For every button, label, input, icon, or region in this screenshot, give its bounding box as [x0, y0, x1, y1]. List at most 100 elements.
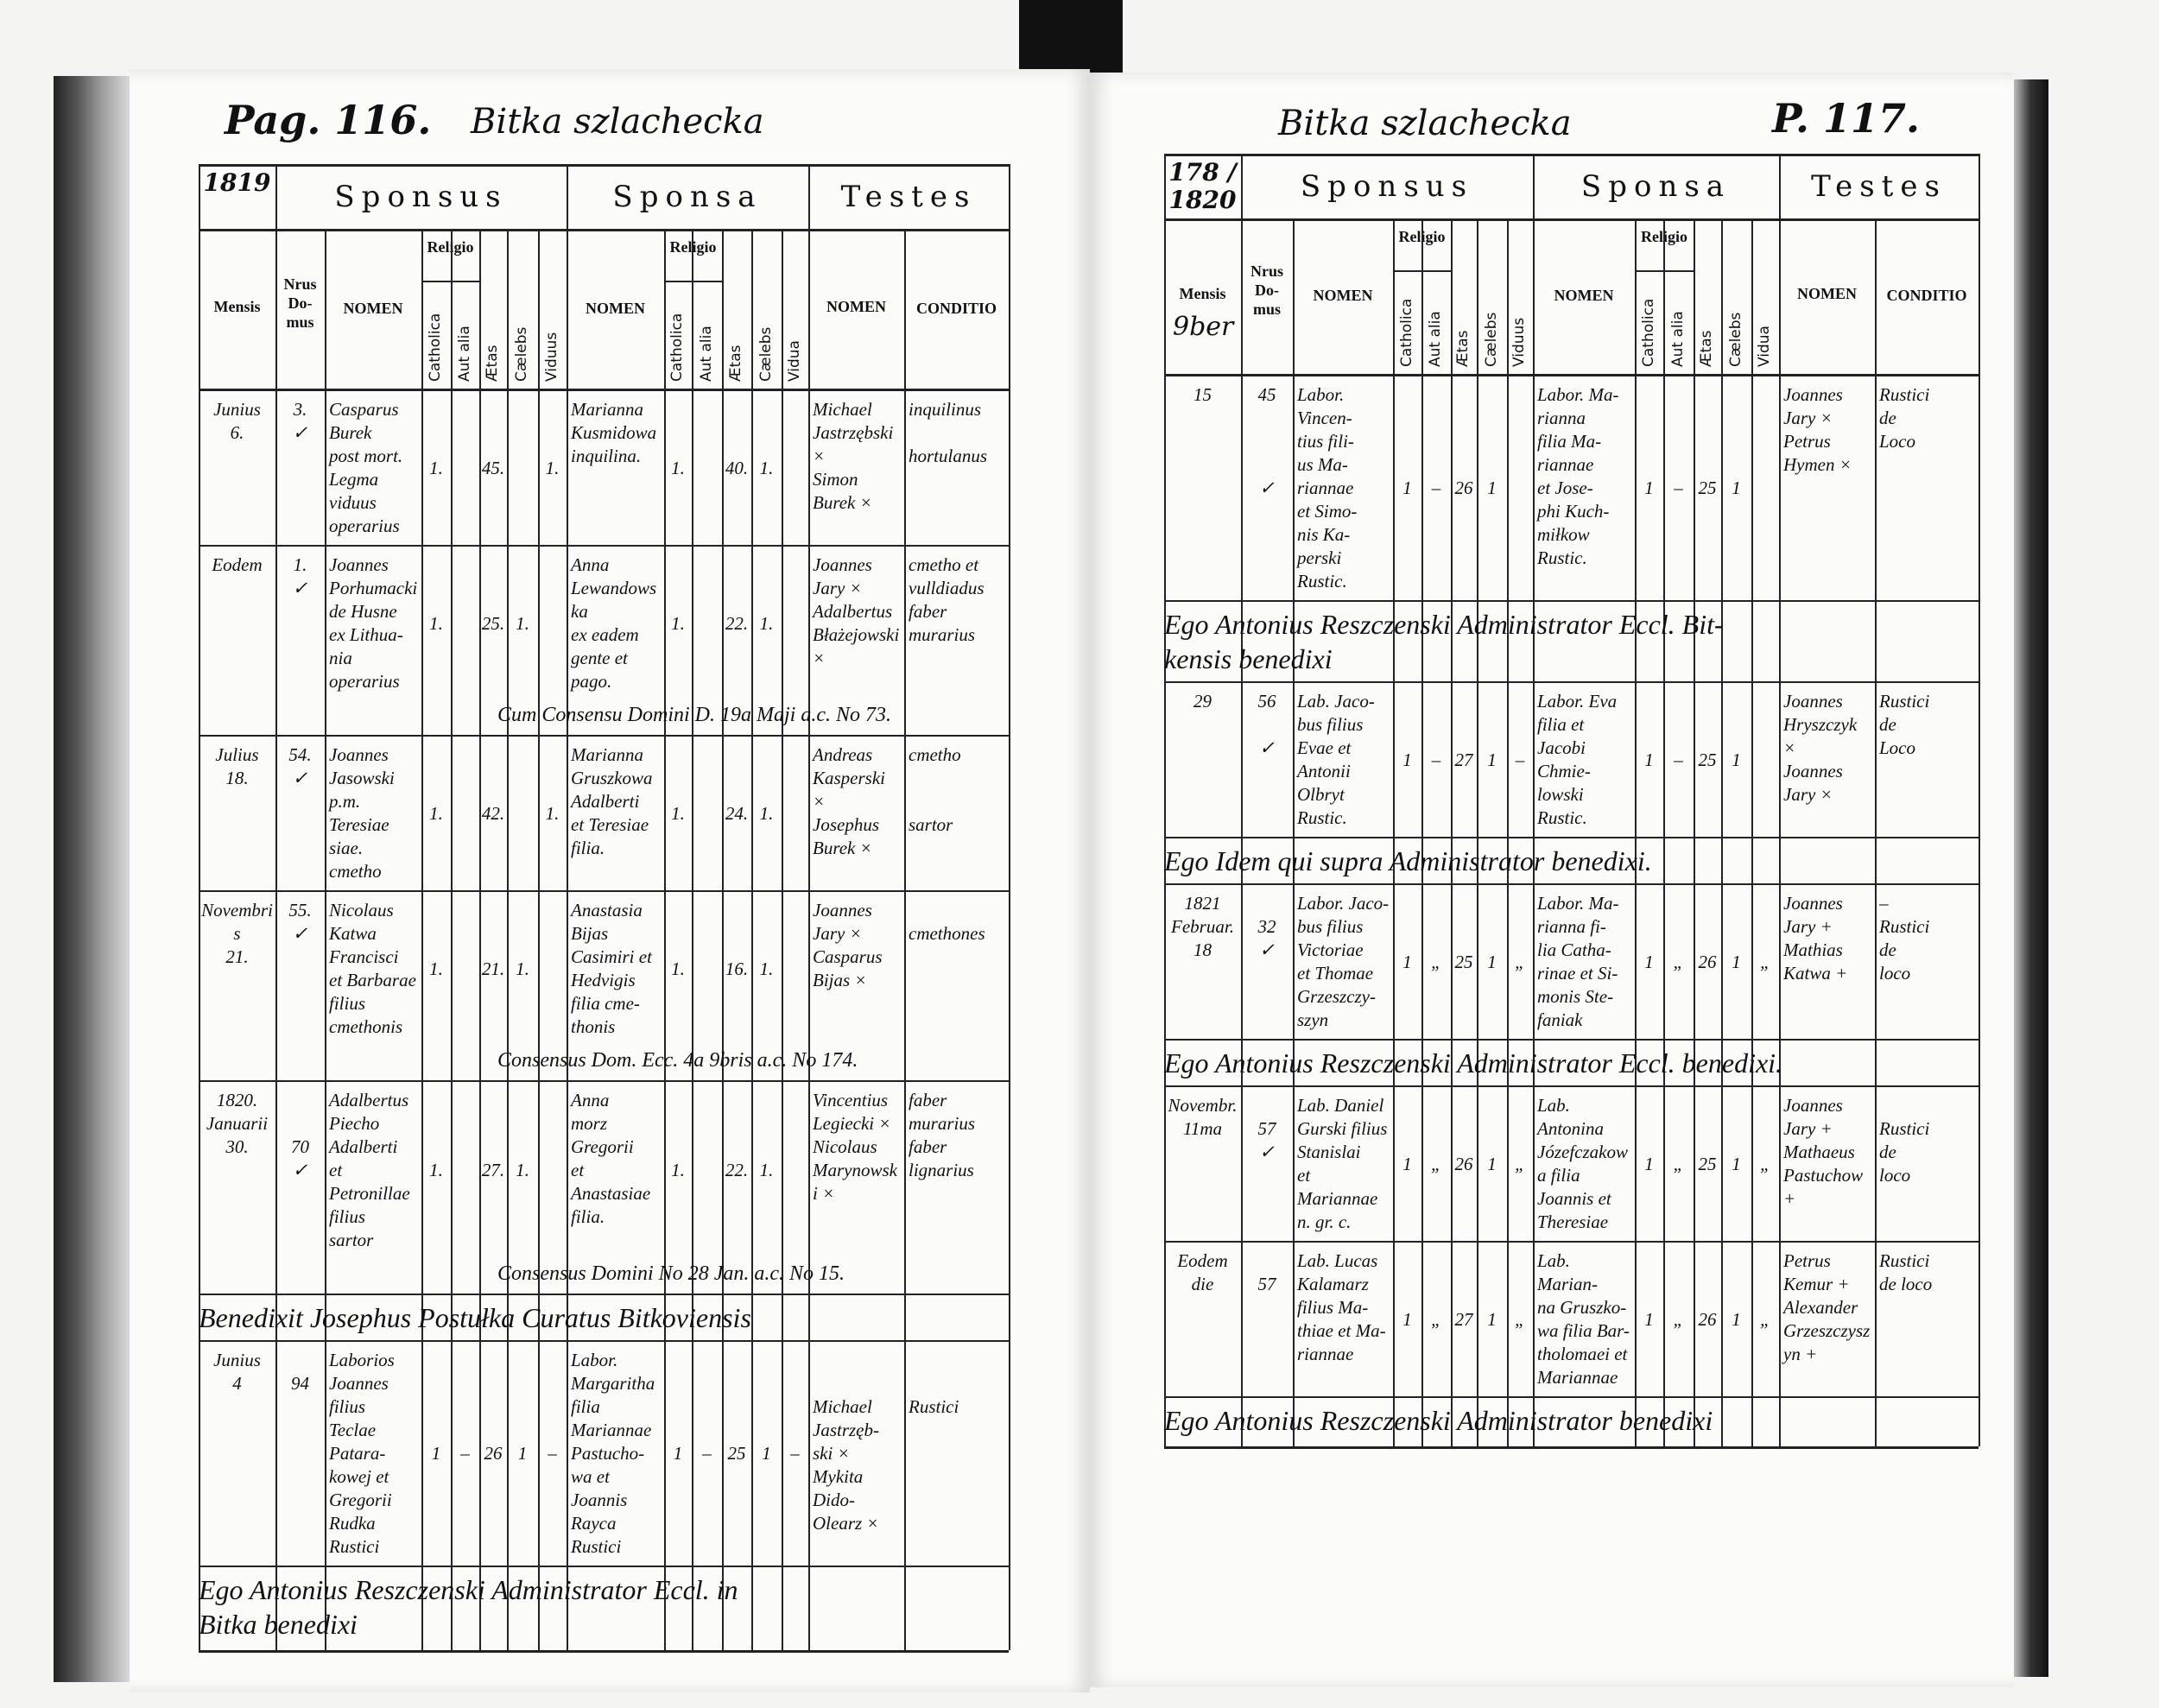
entry-domus: 57: [1241, 1241, 1293, 1396]
entry-sponsa-nomen: Lab. Antonina Józefczakowa filia Joannis…: [1533, 1085, 1635, 1241]
entry-sponsus-catholica-cell: 1: [1393, 681, 1421, 837]
entry-sponsa-caelebs: 1: [1732, 478, 1741, 498]
header-aut-alia: Aut alia: [455, 326, 473, 382]
entry-sponsa-aetas-cell: 26: [1694, 1241, 1721, 1396]
column-rule: [751, 229, 753, 1650]
entry-sponsa-caelebs: 1.: [759, 958, 774, 979]
entry-sponsus-nomen: Casparus Burek post mort. Legma viduus o…: [329, 399, 403, 536]
entry-sponsus-aut-alia: „: [1431, 951, 1441, 972]
table-rule: [1164, 1446, 1979, 1449]
entry-sponsa-aetas: 25: [727, 1443, 746, 1464]
entry-sponsus-viduus: 1.: [545, 457, 560, 478]
entry-sponsa-vidua: „: [1760, 1308, 1770, 1330]
entry-sponsa-catholica-cell: 1: [1635, 1241, 1663, 1396]
entry-sponsa-catholica-cell: 1.: [664, 391, 692, 545]
header-sponsus: Sponsus: [1300, 169, 1474, 204]
column-rule: [722, 229, 724, 1650]
entry-sponsus-aetas-cell: 45.: [479, 391, 507, 545]
entry-sponsa-aut-alia-cell: [692, 890, 722, 1046]
entry-sponsus-catholica: 1: [431, 1443, 441, 1464]
entry-testes-nomen: Joannes Jary + Mathias Katwa +: [1779, 883, 1875, 1039]
entry-domus: 54. ✓: [275, 735, 325, 890]
entry-sponsus-viduus-cell: „: [1507, 1241, 1533, 1396]
entry-mensis: 15: [1193, 384, 1212, 405]
entry-sponsa-caelebs-cell: 1: [1721, 376, 1751, 600]
entry-sponsus-aut-alia: „: [1431, 1308, 1441, 1330]
entry-mensis: Eodem: [199, 545, 275, 700]
entry-testes-nomen: Joannes Jary × Casparus Bijas ×: [808, 890, 904, 1046]
column-rule: [199, 164, 200, 1650]
entry-sponsus-viduus-cell: [538, 1080, 567, 1259]
header-aut-alia: Aut alia: [697, 326, 715, 382]
entry-sponsus-aetas: 25: [1454, 951, 1473, 972]
closing-statement: Ego Antonius Reszczenski Administrator E…: [199, 1566, 1009, 1647]
entry-sponsus-aetas-cell: 27: [1451, 1241, 1477, 1396]
column-rule: [1009, 164, 1010, 1650]
entry-sponsa-catholica: 1: [673, 1443, 683, 1464]
entry-sponsa-aetas: 25: [1698, 749, 1717, 770]
entry-testes-nomen: Michael Jastrzębski × Simon Burek ×: [813, 399, 894, 513]
entry-sponsa-aut-alia-cell: „: [1663, 1241, 1694, 1396]
entry-sponsus-viduus-cell: –: [538, 1340, 567, 1566]
header-catholica: Catholica: [1639, 298, 1657, 367]
entry-sponsus-viduus: –: [1515, 749, 1525, 770]
closing-statement: Ego Idem qui supra Administrator benedix…: [1164, 837, 1979, 883]
entry-sponsus-caelebs: 1: [517, 1443, 528, 1464]
header-conditio: CONDITIO: [1886, 287, 1967, 304]
header-caelebs: Cælebs: [513, 326, 530, 382]
table-rule: [1164, 154, 1979, 156]
entry-sponsus-aut-alia-cell: –: [1421, 681, 1451, 837]
entry-sponsa-catholica-cell: 1.: [664, 1080, 692, 1259]
entry-sponsa-nomen: Anastasia Bijas Casimiri et Hedvigis fil…: [567, 890, 664, 1046]
entry-sponsus-aetas-cell: 27.: [479, 1080, 507, 1259]
register-body: Junius 6. 3. ✓ Casparus Burek post mort. L…: [199, 391, 1009, 1647]
entry-sponsa-caelebs: 1.: [759, 802, 774, 824]
right-page: [1090, 73, 2014, 1687]
column-rule: [1779, 154, 1781, 1446]
entry-sponsa-caelebs-cell: 1.: [751, 735, 782, 890]
header-sponsa: Sponsa: [1580, 169, 1732, 204]
entry-sponsa-aetas-cell: 25: [1694, 1085, 1721, 1241]
entry-sponsa-aut-alia: „: [1673, 1153, 1684, 1174]
header-mensis: Mensis: [213, 297, 261, 315]
entry-sponsa-catholica: 1.: [671, 612, 685, 634]
entry-sponsus-viduus-cell: 1.: [538, 391, 567, 545]
entry-conditio: Rustici de loco: [1875, 1085, 1979, 1241]
entry-sponsus-nomen: Joannes Jasowski p.m. Teresiae siae. cme…: [325, 735, 421, 890]
entry-sponsus-caelebs: 1.: [516, 1160, 529, 1180]
entry-sponsus-viduus-cell: „: [1507, 1085, 1533, 1241]
entry-sponsa-nomen: Anna morz Gregorii et Anastasiae filia.: [567, 1080, 664, 1259]
header-aetas: Ætas: [727, 345, 744, 383]
entry-sponsus-aetas: 45.: [481, 457, 505, 478]
entry-sponsa-aut-alia-cell: [692, 545, 722, 700]
entry-sponsa-aetas-cell: 40.: [722, 391, 751, 545]
entry-sponsus-aetas: 26: [484, 1443, 503, 1464]
entry-sponsa-vidua-cell: [782, 1080, 808, 1259]
entry-sponsus-aut-alia-cell: „: [1421, 883, 1451, 1039]
entry-sponsa-aetas-cell: 24.: [722, 735, 751, 890]
entry-sponsus-catholica: 1: [1402, 1308, 1412, 1330]
entry-sponsa-caelebs: 1.: [759, 1160, 774, 1180]
entry-sponsus-nomen: Labor. Vincen- tius fili- us Ma- riannae…: [1297, 384, 1358, 591]
entry-sponsus-viduus-cell: „: [1507, 883, 1533, 1039]
entry-sponsa-catholica: 1.: [671, 457, 685, 478]
entry-sponsus-catholica-cell: 1: [1393, 1241, 1421, 1396]
column-rule: [1979, 154, 1980, 1446]
column-rule: [451, 229, 453, 1650]
entry-sponsus-viduus: „: [1515, 1308, 1525, 1330]
entry-sponsus-nomen: Laborios Joannes filius Teclae Patara- k…: [325, 1340, 421, 1566]
entry-testes-nomen: Joannes Jary × Adalbertus Błażejowski ×: [808, 545, 904, 700]
entry-sponsus-caelebs-cell: [507, 735, 538, 890]
religio-rule: [421, 281, 479, 282]
column-rule: [1421, 218, 1423, 1446]
entry-conditio: Rustici de Loco: [1879, 384, 1930, 452]
entry-sponsus-aetas-cell: 26: [1451, 376, 1477, 600]
header-viduus: Viduus: [542, 332, 560, 382]
entry-sponsus-caelebs-cell: 1: [1477, 376, 1507, 600]
entry-sponsus-catholica-cell: 1.: [421, 890, 451, 1046]
header-conditio: CONDITIO: [915, 299, 997, 317]
entry-sponsus-viduus: –: [548, 1443, 557, 1464]
entry-sponsus-caelebs: 1.: [516, 612, 529, 634]
column-rule: [275, 164, 277, 1650]
book-spine: [1019, 0, 1123, 79]
